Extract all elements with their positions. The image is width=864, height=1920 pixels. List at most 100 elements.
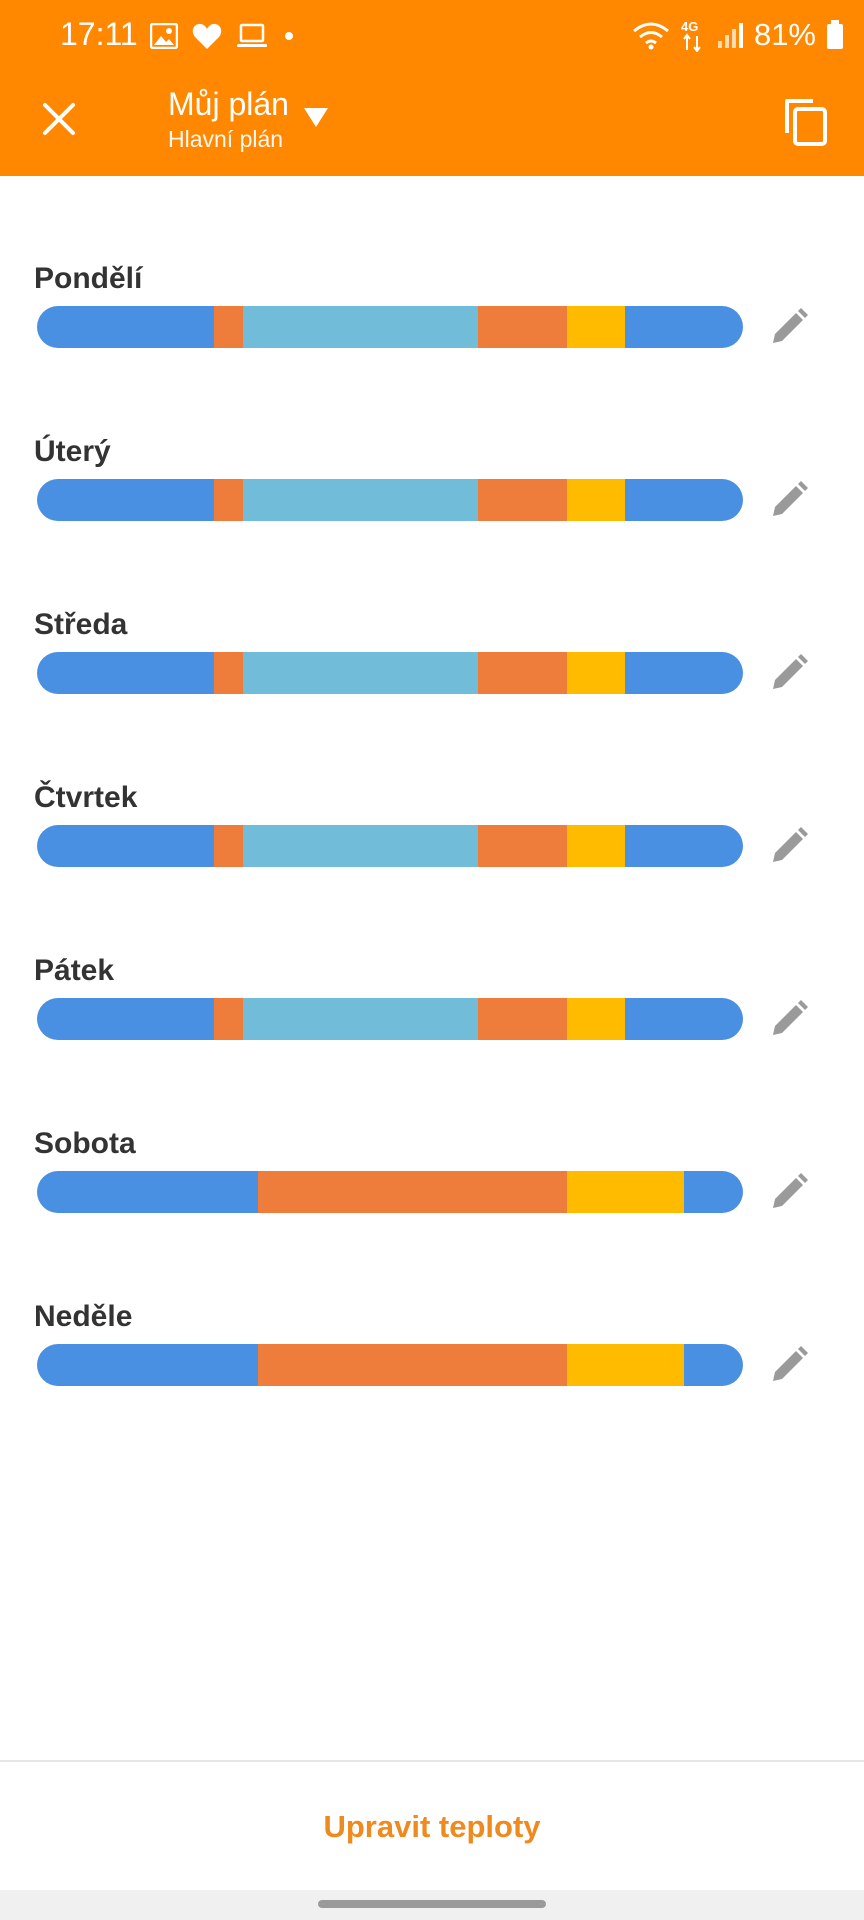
close-icon <box>43 103 75 135</box>
day-label: Pondělí <box>34 262 143 295</box>
schedule-segment <box>257 1171 567 1213</box>
schedule-segment <box>213 479 244 521</box>
schedule-segment <box>242 652 479 694</box>
day-row: Středa <box>0 608 864 758</box>
schedule-segment <box>242 825 479 867</box>
day-label: Neděle <box>34 1300 133 1333</box>
network-label: 4G <box>681 19 698 34</box>
image-icon <box>150 23 178 49</box>
schedule-segment <box>684 1344 743 1386</box>
edit-day-button[interactable] <box>764 648 814 698</box>
schedule-segment <box>625 479 743 521</box>
schedule-segment <box>242 998 479 1040</box>
schedule-segment <box>684 1171 743 1213</box>
schedule-bar[interactable] <box>37 1171 743 1213</box>
edit-day-button[interactable] <box>764 1340 814 1390</box>
pencil-icon <box>773 1173 808 1208</box>
toolbar: Můj plán Hlavní plán <box>0 70 864 176</box>
schedule-bar[interactable] <box>37 1344 743 1386</box>
edit-day-button[interactable] <box>764 302 814 352</box>
network-4g-icon: 4G <box>681 19 701 52</box>
pencil-icon <box>773 827 808 862</box>
schedule-segment <box>625 825 743 867</box>
app-header: 17:11 <box>0 0 864 176</box>
notification-icons <box>150 20 296 52</box>
edit-day-button[interactable] <box>764 994 814 1044</box>
day-row: Pondělí <box>0 262 864 412</box>
copy-button[interactable] <box>776 92 836 152</box>
pencil-icon <box>773 308 808 343</box>
status-time: 17:11 <box>60 16 138 52</box>
schedule-bar[interactable] <box>37 825 743 867</box>
schedule-segment <box>478 652 567 694</box>
day-row: Čtvrtek <box>0 781 864 931</box>
schedule-segment <box>37 825 214 867</box>
edit-temperatures-button[interactable]: Upravit teploty <box>323 1809 541 1844</box>
edit-day-button[interactable] <box>764 475 814 525</box>
schedule-segment <box>478 306 567 348</box>
schedule-bar[interactable] <box>37 652 743 694</box>
day-row: Pátek <box>0 954 864 1104</box>
schedule-segment <box>566 652 626 694</box>
dropdown-arrow-icon[interactable] <box>303 106 329 128</box>
schedule-segment <box>37 998 214 1040</box>
day-label: Pátek <box>34 954 115 987</box>
schedule-segment <box>566 1171 685 1213</box>
schedule-segment <box>37 1344 259 1386</box>
signal-icon <box>717 23 743 48</box>
schedule-segment <box>37 479 214 521</box>
day-label: Úterý <box>34 435 111 468</box>
schedule-segment <box>625 652 743 694</box>
schedule-bar[interactable] <box>37 998 743 1040</box>
schedule-segment <box>566 825 626 867</box>
plan-selector[interactable]: Můj plán Hlavní plán <box>168 84 289 154</box>
pencil-icon <box>773 1000 808 1035</box>
schedule-segment <box>566 1344 685 1386</box>
day-label: Čtvrtek <box>34 781 138 814</box>
schedule-segment <box>37 652 214 694</box>
edit-day-button[interactable] <box>764 1167 814 1217</box>
schedule-segment <box>566 998 626 1040</box>
schedule-segment <box>566 479 626 521</box>
close-button[interactable] <box>34 94 84 144</box>
edit-day-button[interactable] <box>764 821 814 871</box>
schedule-bar[interactable] <box>37 306 743 348</box>
day-label: Středa <box>34 608 128 641</box>
battery-percent: 81% <box>753 17 816 52</box>
copy-icon <box>785 99 827 146</box>
schedule-segment <box>478 479 567 521</box>
schedule-segment <box>213 306 244 348</box>
schedule-segment <box>37 1171 259 1213</box>
schedule-bar[interactable] <box>37 479 743 521</box>
schedule-segment <box>625 306 743 348</box>
schedule-segment <box>257 1344 567 1386</box>
day-row: Neděle <box>0 1300 864 1450</box>
schedule-segment <box>242 479 479 521</box>
schedule-segment <box>37 306 214 348</box>
schedule-segment <box>566 306 626 348</box>
day-label: Sobota <box>34 1127 136 1160</box>
laptop-icon <box>237 23 267 47</box>
schedule-segment <box>478 998 567 1040</box>
schedule-segment <box>625 998 743 1040</box>
page-title: Můj plán <box>168 86 289 122</box>
day-row: Sobota <box>0 1127 864 1277</box>
footer: Upravit teploty <box>0 1760 864 1892</box>
day-row: Úterý <box>0 435 864 585</box>
schedule-segment <box>242 306 479 348</box>
home-handle[interactable] <box>318 1900 546 1908</box>
pencil-icon <box>773 1346 808 1381</box>
pencil-icon <box>773 654 808 689</box>
battery-icon <box>827 20 843 49</box>
heart-icon <box>192 23 222 49</box>
schedule-segment <box>213 825 244 867</box>
status-right: 4G 81% <box>632 16 844 54</box>
schedule-segment <box>213 652 244 694</box>
schedule-segment <box>478 825 567 867</box>
wifi-icon <box>633 22 669 50</box>
pencil-icon <box>773 481 808 516</box>
status-bar: 17:11 <box>0 0 864 70</box>
navigation-bar <box>0 1890 864 1920</box>
schedule-segment <box>213 998 244 1040</box>
page-subtitle: Hlavní plán <box>168 126 284 152</box>
